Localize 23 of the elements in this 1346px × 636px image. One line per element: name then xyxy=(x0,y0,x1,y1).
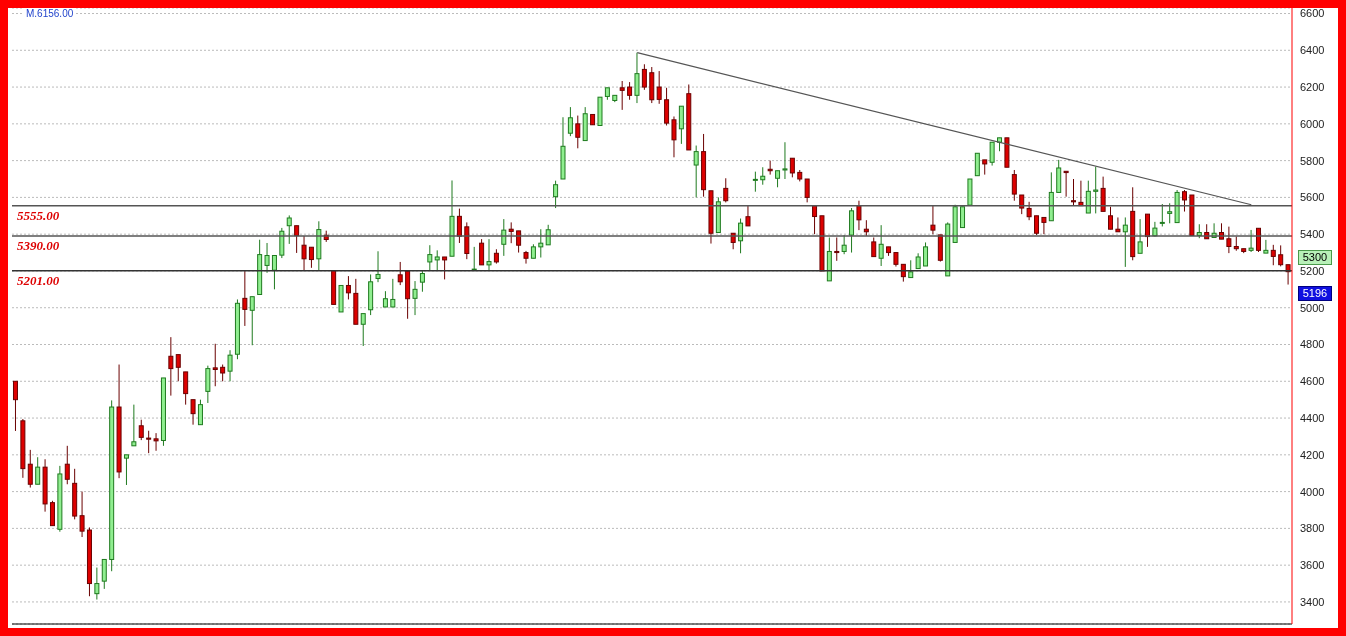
ref-line-label: 5390.00 xyxy=(17,238,60,254)
y-tick-label: 6400 xyxy=(1300,44,1325,57)
y-tick-label: 5600 xyxy=(1300,191,1325,204)
y-tick-label: 4000 xyxy=(1300,485,1325,498)
y-tick-label: 5200 xyxy=(1300,264,1325,277)
text: 5196 xyxy=(1298,286,1332,301)
y-tick-label: 3800 xyxy=(1300,522,1325,535)
y-tick-label: 4400 xyxy=(1300,411,1325,424)
y-tick-label: 3400 xyxy=(1300,595,1325,608)
ref-line-label: 5201.00 xyxy=(17,273,60,288)
y-tick-label: 6200 xyxy=(1300,80,1325,93)
y-tick-label: 4600 xyxy=(1300,375,1325,388)
text: 5300 xyxy=(1298,250,1332,265)
y-tick-label: 5400 xyxy=(1300,228,1325,241)
ref-line-label: 5555.00 xyxy=(17,207,60,223)
y-tick-label: 6000 xyxy=(1300,117,1325,130)
y-tick-label: 4200 xyxy=(1300,448,1325,461)
y-tick-label: 5000 xyxy=(1300,301,1325,314)
annotation: M.6156.00 xyxy=(24,8,76,19)
y-tick-label: 5800 xyxy=(1300,154,1325,167)
y-tick-label: 4800 xyxy=(1300,338,1325,351)
y-tick-label: 6600 xyxy=(1300,7,1325,20)
y-tick-label: 3600 xyxy=(1300,559,1325,572)
